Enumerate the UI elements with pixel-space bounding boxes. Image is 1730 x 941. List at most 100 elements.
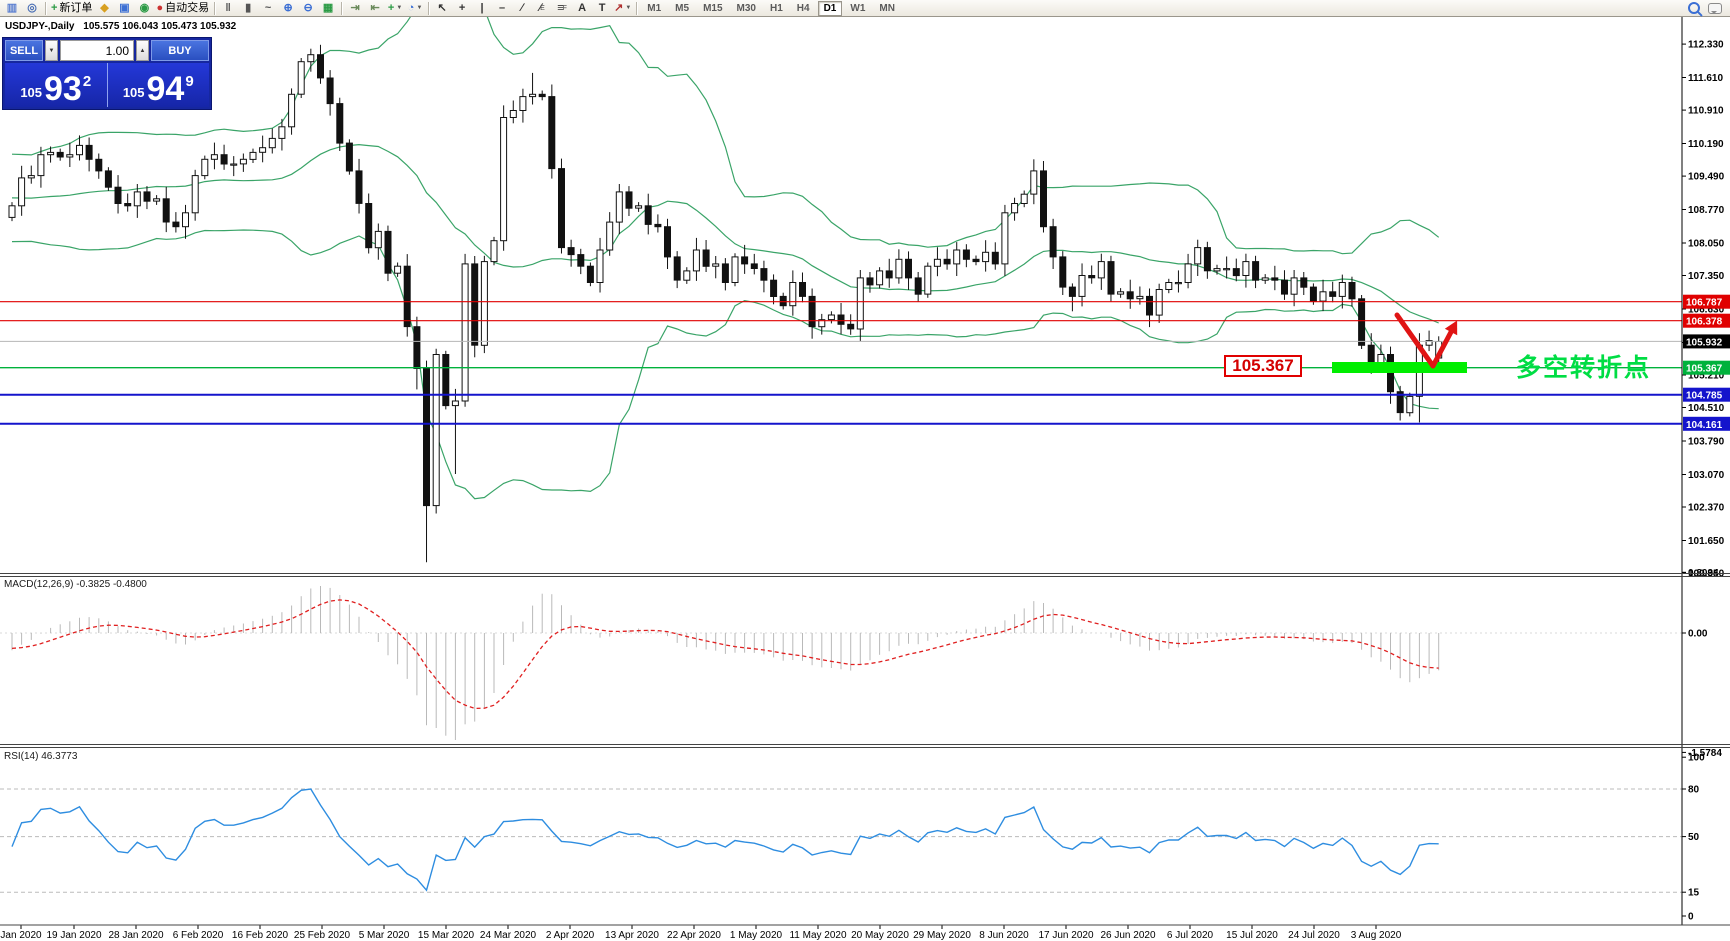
arrows-icon[interactable]: ↗ ▼ <box>612 0 633 17</box>
symbol-info: USDJPY-,Daily 105.575 106.043 105.473 10… <box>5 21 236 32</box>
dropdown-caret-icon[interactable]: ▼ <box>625 4 632 11</box>
buy-button[interactable]: BUY <box>151 40 209 61</box>
vertical-line-icon[interactable]: | <box>472 0 492 17</box>
zoom-in-icon: ⊕ <box>283 1 293 14</box>
bar-chart-icon[interactable]: ‖ <box>218 0 238 17</box>
icon-sub-letter: F <box>562 4 567 12</box>
new-chart-icon: ▥ <box>6 1 18 14</box>
date-tick-label: 28 Jan 2020 <box>108 930 163 941</box>
buy-price-figure: 105 <box>122 85 145 100</box>
date-tick-label: 29 May 2020 <box>913 930 971 941</box>
timeframe-button-h4[interactable]: H4 <box>796 2 810 14</box>
pivot-annotation-text: 多空转折点 <box>1516 354 1652 382</box>
new-chart-icon[interactable]: ▥ <box>2 0 22 17</box>
zoom-in-icon[interactable]: ⊕ <box>278 0 298 17</box>
price-badge-label: 104.785 <box>1686 391 1723 402</box>
toolbar-separator <box>636 1 638 15</box>
volume-field-wrap <box>60 40 134 61</box>
price-axis: 112.330 111.610 110.910 110.190 109.490 108.7… <box>1681 17 1730 925</box>
dropdown-caret-icon[interactable]: ▼ <box>416 4 423 11</box>
date-tick-label: 11 May 2020 <box>789 930 847 941</box>
rsi-pane <box>0 788 1682 893</box>
price-badge-label: 106.378 <box>1686 317 1723 328</box>
reversal-arrow-head <box>1444 320 1458 336</box>
new-order-button: + <box>51 1 58 14</box>
text-label-icon[interactable]: T <box>592 0 612 17</box>
line-chart-icon[interactable]: ~ <box>258 0 278 17</box>
price-callout-label[interactable]: 105.367 <box>1224 355 1302 377</box>
buy-price[interactable]: 105 94 9 <box>107 63 209 107</box>
volume-down-button[interactable]: ▼ <box>45 40 58 61</box>
indicators-icon[interactable]: + ▼ <box>385 0 405 17</box>
sell-button[interactable]: SELL <box>5 40 43 61</box>
zoom-out-icon: ⊖ <box>303 1 313 14</box>
sell-price[interactable]: 105 93 2 <box>5 63 108 107</box>
history-center-icon: ▣ <box>119 1 130 14</box>
chat-icon[interactable] <box>1708 2 1722 14</box>
rsi-tick-label: 80 <box>1688 785 1700 796</box>
volume-input[interactable] <box>61 41 133 60</box>
date-tick-label: 15 Jul 2020 <box>1226 930 1278 941</box>
market-watch-icon: ◆ <box>100 1 109 14</box>
timeframe-button-w1[interactable]: W1 <box>850 2 866 14</box>
fibonacci-icon[interactable]: ≡ F <box>552 0 572 17</box>
price-tick-label: 110.910 <box>1688 106 1724 117</box>
periods-clock-icon[interactable]: ◔ ▼ <box>405 0 425 17</box>
timeframe-button-d1[interactable]: D1 <box>817 0 843 16</box>
autotrading-button[interactable]: ● 自动交易 <box>154 0 211 17</box>
horizontal-levels[interactable] <box>0 301 1682 425</box>
chart-shift-icon[interactable]: ⇥ <box>345 0 365 17</box>
tile-windows-icon[interactable]: ▦ <box>318 0 338 17</box>
timeframe-button-m5[interactable]: M5 <box>675 2 690 14</box>
price-badge <box>1683 294 1730 309</box>
timeframe-button-m1[interactable]: M1 <box>647 2 662 14</box>
rsi-tick-label: 50 <box>1688 832 1700 843</box>
dropdown-caret-icon[interactable]: ▼ <box>396 4 403 11</box>
toolbar: ▥ ◎ + 新订单 ◆ ▣ ◉ ● 自动交易 ‖ ▮ ~ ⊕ ⊖ ▦ ⇥ ⇤ + ▼ ◔ ▼ ↖ + | – ∕ ∕ E ≡ F A T ↗ ▼ M… <box>0 0 1730 17</box>
date-tick-label: 24 Jul 2020 <box>1288 930 1340 941</box>
pivot-highlight-bar <box>1332 362 1467 373</box>
signals-icon[interactable]: ◉ <box>134 0 154 17</box>
price-tick-label: 103.790 <box>1688 437 1725 448</box>
market-watch-icon[interactable]: ◆ <box>94 0 114 17</box>
rsi-tick-label: 0 <box>1688 912 1694 923</box>
auto-scroll-icon[interactable]: ⇤ <box>365 0 385 17</box>
horizontal-line-icon[interactable]: – <box>492 0 512 17</box>
text-icon[interactable]: A <box>572 0 592 17</box>
date-tick-label: 25 Feb 2020 <box>294 930 351 941</box>
candlestick-chart-icon[interactable]: ▮ <box>238 0 258 17</box>
tile-windows-icon: ▦ <box>322 1 334 14</box>
price-tick-label: 111.610 <box>1688 73 1723 84</box>
cursor-icon[interactable]: ↖ <box>432 0 452 17</box>
candlesticks <box>8 44 1443 563</box>
search-icon[interactable] <box>1688 2 1700 14</box>
symbol-name: USDJPY-,Daily <box>5 21 75 32</box>
sell-price-pips: 93 <box>44 70 82 108</box>
timeframe-button-m15[interactable]: M15 <box>703 2 723 14</box>
timeframe-button-m30[interactable]: M30 <box>736 2 756 14</box>
timeframe-button-h1[interactable]: H1 <box>769 2 783 14</box>
new-order-button[interactable]: + 新订单 <box>49 0 94 17</box>
equidistant-channel-icon[interactable]: ∕ E <box>532 0 552 17</box>
zoom-out-icon[interactable]: ⊖ <box>298 0 318 17</box>
date-tick-label: 6 Feb 2020 <box>173 930 224 941</box>
toolbar-right <box>1688 2 1730 14</box>
text-icon: A <box>578 1 587 14</box>
autotrading-button: ● <box>156 1 164 14</box>
price-tick-label: 110.190 <box>1688 139 1724 150</box>
trendline-icon[interactable]: ∕ <box>512 0 532 17</box>
volume-up-button[interactable]: ▲ <box>136 40 149 61</box>
price-tick-label: 105.210 <box>1688 371 1725 382</box>
price-tick-label: 103.070 <box>1688 470 1725 481</box>
crosshair-icon[interactable]: + <box>452 0 472 17</box>
bollinger-bands <box>11 17 1440 500</box>
timeframe-button-mn[interactable]: MN <box>879 2 895 14</box>
price-tick-label: 104.510 <box>1688 403 1725 414</box>
date-tick-label: 3 Aug 2020 <box>1351 930 1402 941</box>
history-center-icon[interactable]: ▣ <box>114 0 134 17</box>
price-tick-label: 108.050 <box>1688 239 1725 250</box>
chart-profiles-icon[interactable]: ◎ <box>22 0 42 17</box>
toolbar-separator <box>428 1 430 15</box>
text-label-icon: T <box>598 1 606 14</box>
